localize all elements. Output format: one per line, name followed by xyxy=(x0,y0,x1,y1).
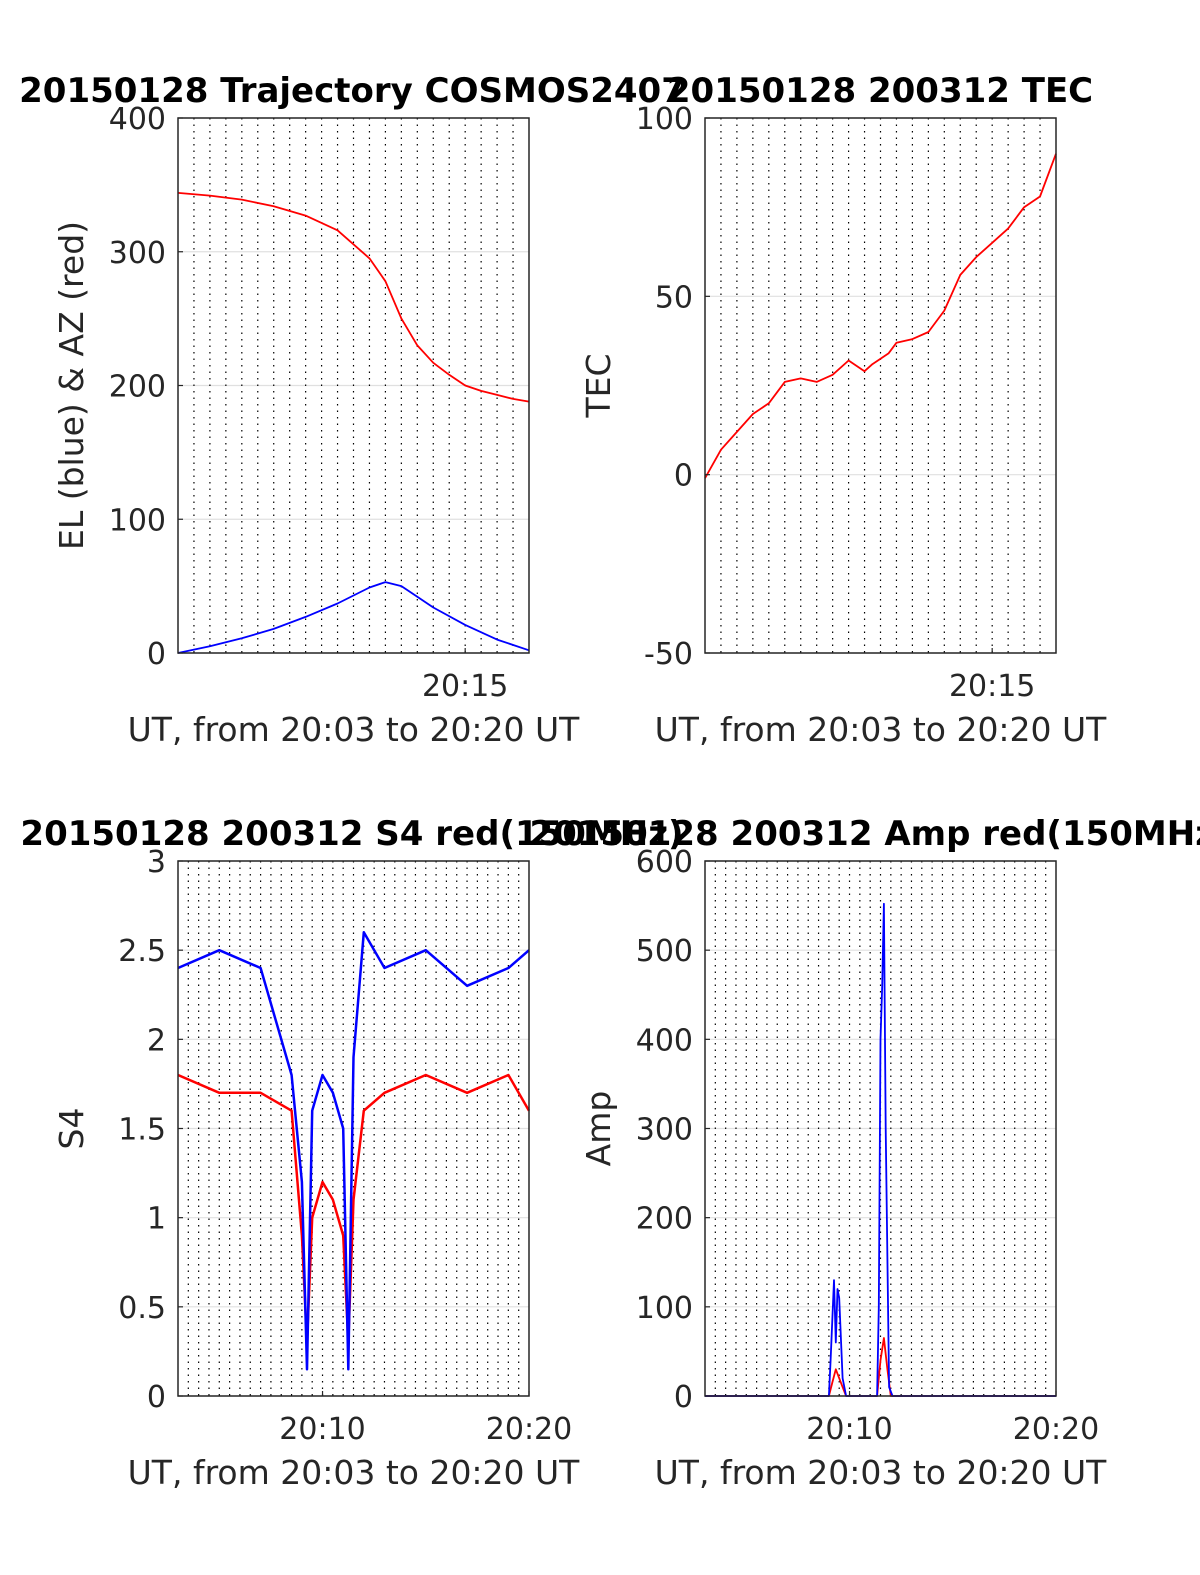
y-tick-label: 300 xyxy=(636,1113,693,1148)
x-tick-label: 20:10 xyxy=(806,1412,892,1447)
y-axis-label: EL (blue) & AZ (red) xyxy=(52,221,91,550)
x-axis-label: UT, from 20:03 to 20:20 UT xyxy=(128,1453,581,1492)
chart-traj: 0 100 200 300 400 20:15 UT, from 20:03 to 20:2… xyxy=(19,71,685,749)
y-tick-label: 100 xyxy=(636,102,693,137)
y-tick-label: 1.5 xyxy=(118,1113,166,1148)
y-tick-label: 100 xyxy=(636,1291,693,1326)
y-tick-label: 300 xyxy=(109,236,166,271)
chart-s4: 0 0.5 1 1.5 2 2.5 3 20:10 20:20 UT, from 20:03 to… xyxy=(20,814,683,1492)
y-tick-label: 600 xyxy=(636,845,693,880)
y-tick-label: 200 xyxy=(109,370,166,405)
chart-tec: -50 0 50 100 20:15 UT, from 20:03 to 20:20 UT… xyxy=(579,71,1107,749)
x-axis-label: UT, from 20:03 to 20:20 UT xyxy=(655,710,1108,749)
x-tick-label: 20:20 xyxy=(1013,1412,1099,1447)
y-tick-label: 500 xyxy=(636,934,693,969)
x-tick-label: 20:10 xyxy=(279,1412,365,1447)
x-tick-label: 20:20 xyxy=(486,1412,572,1447)
y-tick-label: 0 xyxy=(147,637,166,672)
chart-amp: 0 100 200 300 400 500 600 20:10 20:20 UT, from 20… xyxy=(529,814,1200,1492)
x-axis-label: UT, from 20:03 to 20:20 UT xyxy=(128,710,581,749)
chart-title: 20150128 200312 TEC xyxy=(667,71,1093,111)
axes-frame xyxy=(704,117,1057,654)
y-tick-label: 3 xyxy=(147,845,166,880)
chart-title: 20150128 Trajectory COSMOS2407 xyxy=(19,71,685,111)
series-line-1 xyxy=(177,931,530,1371)
y-tick-label: 0 xyxy=(147,1380,166,1415)
y-axis-label: TEC xyxy=(579,353,618,418)
y-tick-label: 1 xyxy=(147,1202,166,1237)
series-line-0 xyxy=(704,153,1057,479)
y-tick-label: -50 xyxy=(644,637,693,672)
y-tick-label: 100 xyxy=(109,503,166,538)
series-line-0 xyxy=(177,1073,531,1344)
y-tick-label: 400 xyxy=(109,102,166,137)
y-tick-label: 50 xyxy=(655,280,693,315)
series-line-1 xyxy=(177,581,530,654)
x-tick-label: 20:15 xyxy=(949,669,1035,704)
chart-title: 20150128 200312 Amp red(150MHz) xyxy=(529,814,1200,854)
chart-title: 20150128 200312 S4 red(150MHz) xyxy=(20,814,683,854)
y-axis-label: Amp xyxy=(579,1091,618,1167)
x-axis-label: UT, from 20:03 to 20:20 UT xyxy=(655,1453,1108,1492)
y-tick-label: 2 xyxy=(147,1023,166,1058)
y-axis-label: S4 xyxy=(52,1108,91,1150)
y-tick-label: 2.5 xyxy=(118,934,166,969)
series-line-0 xyxy=(177,192,530,403)
y-tick-label: 200 xyxy=(636,1202,693,1237)
y-tick-label: 400 xyxy=(636,1023,693,1058)
x-tick-label: 20:15 xyxy=(422,669,508,704)
y-tick-label: 0.5 xyxy=(118,1291,166,1326)
y-tick-label: 0 xyxy=(674,459,693,494)
y-tick-label: 0 xyxy=(674,1380,693,1415)
